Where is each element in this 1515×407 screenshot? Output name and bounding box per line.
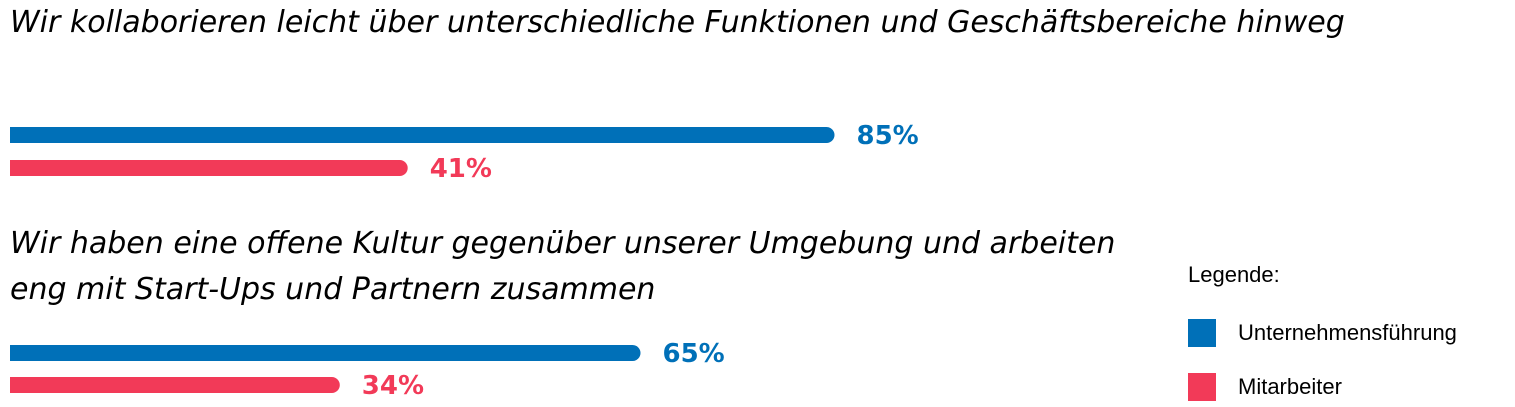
value-label-mitarbeiter-statement-2: 34% (362, 371, 424, 401)
bar-mitarbeiter-statement-1 (10, 160, 408, 176)
legend-swatch-mitarbeiter (1188, 373, 1216, 401)
bar-unternehmensfuehrung-statement-2 (10, 345, 641, 361)
statement-1-title: Wir kollaborieren leicht über unterschie… (10, 5, 1345, 40)
value-label-unternehmensfuehrung-statement-2: 65% (663, 339, 725, 369)
statement-2-title: Wir haben eine offene Kultur gegenüber u… (10, 226, 1116, 307)
legend-label-mitarbeiter: Mitarbeiter (1238, 374, 1342, 399)
bar-mitarbeiter-statement-2 (10, 377, 340, 393)
value-label-mitarbeiter-statement-1: 41% (430, 154, 492, 184)
bar-unternehmensfuehrung-statement-1 (10, 127, 835, 143)
legend-item-mitarbeiter: Mitarbeiter (1188, 373, 1342, 401)
legend-item-unternehmensfuehrung: Unternehmensführung (1188, 319, 1457, 347)
legend-title: Legende: (1188, 262, 1280, 287)
legend-label-unternehmensfuehrung: Unternehmensführung (1238, 320, 1457, 345)
value-label-unternehmensfuehrung-statement-1: 85% (857, 121, 919, 151)
legend-swatch-unternehmensfuehrung (1188, 319, 1216, 347)
